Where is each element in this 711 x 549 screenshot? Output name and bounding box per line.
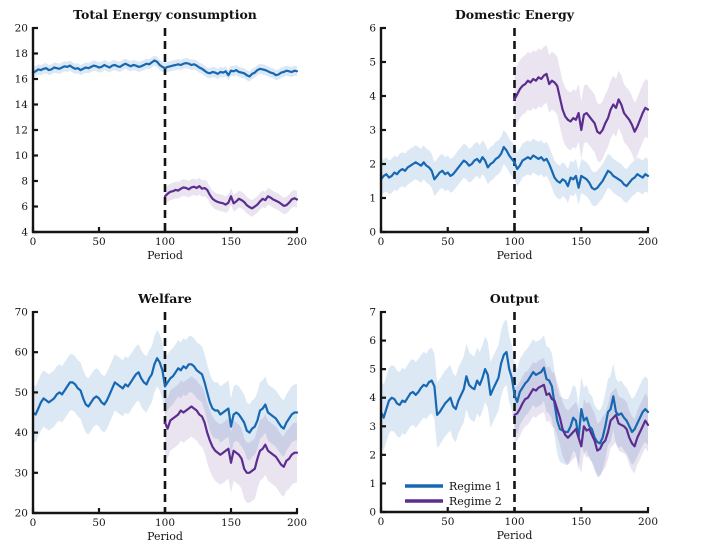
y-tick-label: 2	[369, 449, 376, 461]
x-tick-label: 100	[504, 236, 524, 248]
y-tick-label: 4	[21, 227, 28, 239]
confidence-band-regime-2	[514, 45, 648, 163]
y-tick-label: 3	[369, 421, 376, 433]
x-axis-label: Period	[497, 529, 533, 542]
series-line-regime-1	[379, 350, 650, 445]
series-line-regime-2	[513, 72, 650, 135]
y-tick-label: 16	[15, 74, 29, 86]
y-tick-label: 6	[21, 201, 28, 213]
subplot-output: 0 1 2 3 4 5 6 7 0 50 100 150 200 Period Regime 1 Regime…	[369, 307, 658, 543]
x-axis-label: Period	[497, 249, 533, 262]
x-tick-label: 50	[92, 517, 105, 529]
confidence-band-regime-1	[381, 130, 648, 207]
x-tick-label: 0	[378, 236, 385, 248]
series-line-regime-1	[379, 145, 650, 191]
chart-title-output: Output	[489, 291, 540, 306]
y-tick-label: 4	[369, 392, 376, 404]
x-tick-label: 100	[504, 516, 524, 528]
x-tick-label: 100	[155, 517, 175, 529]
y-tick-label: 10	[15, 150, 28, 162]
subplot-welfare: 20 30 40 50 60 70 0 50 100 150 200 Period	[15, 307, 307, 544]
subplot-domestic-energy: 0 1 2 3 4 5 6 0 50 100 150 200 Period	[369, 23, 658, 263]
y-tick-label: 18	[15, 48, 28, 60]
x-tick-label: 50	[441, 516, 454, 528]
y-tick-label: 2	[369, 159, 376, 171]
y-tick-label: 7	[369, 307, 376, 319]
x-tick-label: 0	[30, 517, 37, 529]
chart-title-welfare: Welfare	[138, 291, 192, 306]
y-tick-label: 60	[15, 347, 28, 359]
x-tick-label: 100	[155, 236, 175, 248]
series-line-regime-2	[163, 405, 299, 474]
x-tick-label: 200	[638, 516, 658, 528]
y-tick-label: 20	[15, 23, 28, 35]
x-tick-label: 150	[571, 516, 591, 528]
chart-title-domestic-energy: Domestic Energy	[454, 7, 575, 22]
x-tick-label: 150	[571, 236, 591, 248]
y-tick-label: 30	[15, 467, 28, 479]
y-tick-label: 14	[15, 99, 29, 111]
x-axis-label: Period	[147, 530, 183, 543]
y-tick-label: 12	[15, 125, 28, 137]
x-tick-label: 200	[287, 517, 307, 529]
x-tick-label: 200	[287, 236, 307, 248]
x-tick-label: 0	[30, 236, 37, 248]
series-line-regime-1	[31, 59, 299, 78]
y-tick-label: 0	[369, 507, 376, 519]
y-tick-label: 4	[369, 91, 376, 103]
x-tick-label: 150	[221, 517, 241, 529]
x-tick-label: 0	[378, 516, 385, 528]
y-tick-label: 8	[21, 176, 28, 188]
series-line-regime-2	[163, 185, 299, 210]
y-tick-label: 40	[15, 427, 28, 439]
y-tick-label: 5	[369, 364, 376, 376]
y-tick-label: 1	[369, 478, 376, 490]
series-line-regime-1	[31, 357, 299, 434]
x-axis-label: Period	[147, 249, 183, 262]
y-tick-label: 70	[15, 307, 28, 319]
x-tick-label: 200	[638, 236, 658, 248]
confidence-band-regime-2	[165, 376, 297, 503]
y-tick-label: 3	[369, 125, 376, 137]
y-tick-label: 0	[369, 227, 376, 239]
y-tick-label: 1	[369, 193, 376, 205]
x-tick-label: 50	[92, 236, 105, 248]
confidence-band-regime-2	[514, 357, 648, 478]
y-tick-label: 6	[369, 23, 376, 35]
y-tick-label: 20	[15, 508, 28, 520]
legend-label: Regime 2	[449, 495, 502, 508]
y-tick-label: 6	[369, 335, 376, 347]
x-tick-label: 150	[221, 236, 241, 248]
x-tick-label: 50	[441, 236, 454, 248]
y-tick-label: 50	[15, 387, 28, 399]
y-tick-label: 5	[369, 57, 376, 69]
series-line-regime-2	[513, 383, 650, 452]
chart-title-total-energy: Total Energy consumption	[73, 7, 257, 22]
legend-label: Regime 1	[449, 480, 502, 493]
